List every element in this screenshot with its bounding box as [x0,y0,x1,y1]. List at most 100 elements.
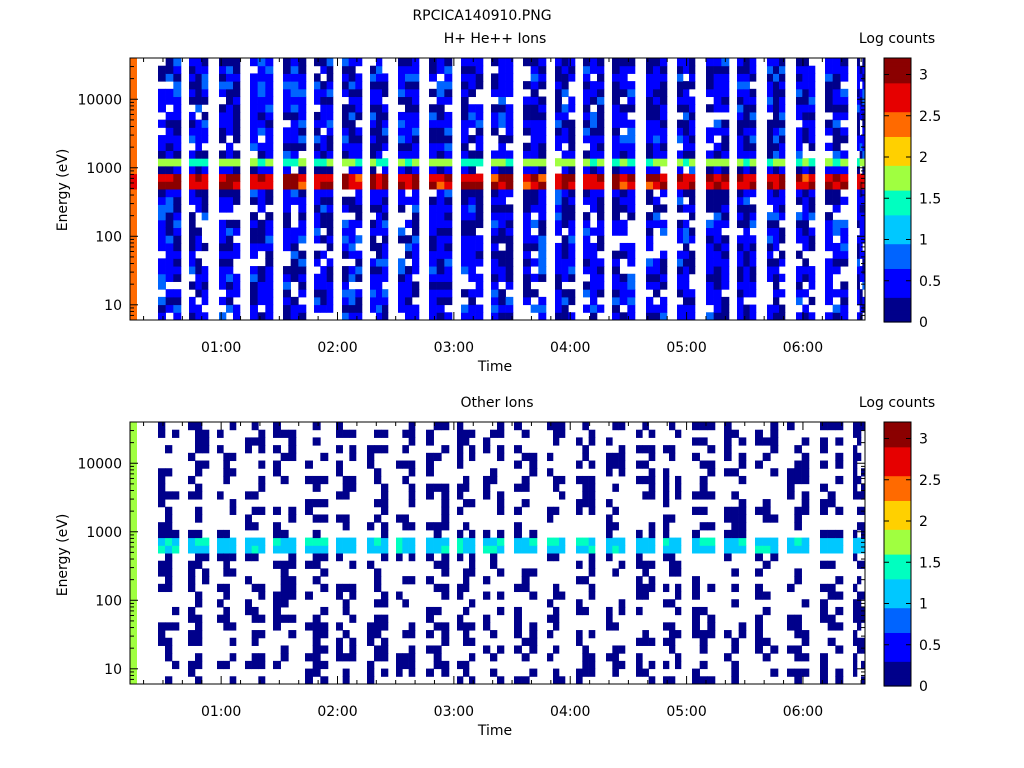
heatmap-cell [618,460,626,469]
heatmap-cell [853,614,858,623]
heatmap-cell [408,545,416,554]
heatmap-cell [669,622,676,631]
heatmap-cell [749,312,757,321]
heatmap-cell [588,591,596,600]
heatmap-cell [457,483,464,492]
heatmap-cell [555,96,562,105]
heatmap-cell [382,266,389,275]
heatmap-cell [498,58,506,67]
heatmap-cell [436,235,445,244]
heatmap-cell [202,576,210,585]
heatmap-cell [731,660,739,670]
heatmap-cell [195,304,202,313]
heatmap-cell [612,668,619,677]
heatmap-cell [490,429,498,438]
heatmap-cell [853,445,858,454]
heatmap-cell [475,258,484,267]
heatmap-cell [376,173,383,182]
heatmap-cell [583,119,591,128]
heatmap-cell [320,296,327,306]
heatmap-cell [290,296,299,306]
heatmap-cell [444,242,453,252]
heatmap-cell [195,289,202,298]
heatmap-cell [165,127,174,136]
heatmap-cell [219,127,227,136]
heatmap-cell [498,173,506,182]
heatmap-cell [801,475,810,485]
heatmap-cell [749,189,757,198]
heatmap-cell [835,506,844,515]
heatmap-cell [677,104,684,113]
heatmap-cell [721,196,730,205]
heatmap-cell [762,499,771,508]
heatmap-cell [250,181,258,190]
heatmap-cell [130,158,137,167]
heatmap-cell [382,88,389,98]
heatmap-cell [825,242,833,252]
heatmap-cell [561,273,569,282]
heatmap-cell [195,653,203,662]
heatmap-cell [463,545,470,554]
heatmap-cell [398,58,406,67]
heatmap-cell [832,266,841,275]
heatmap-cell [305,676,313,685]
heatmap-cell [646,181,654,190]
heatmap-cell [408,460,416,469]
heatmap-cell [646,150,654,159]
heatmap-cell [619,242,628,252]
heatmap-cell [773,111,780,121]
heatmap-cell [195,142,202,151]
heatmap-cell [583,65,591,74]
heatmap-cell [223,660,230,670]
heatmap-cell [290,58,299,67]
heatmap-cell [491,227,499,236]
heatmap-cell [491,212,499,221]
heatmap-cell [370,204,377,213]
heatmap-cell [706,65,714,74]
heatmap-cell [737,181,744,190]
heatmap-cell [767,165,774,175]
heatmap-cell [773,235,780,244]
heatmap-cell [483,475,491,485]
heatmap-cell [130,219,137,229]
heatmap-cell [195,58,202,67]
heatmap-cell [441,522,450,531]
heatmap-cell [669,637,676,646]
heatmap-cell [314,181,321,190]
heatmap-cell [290,173,299,182]
heatmap-cell [660,296,668,306]
heatmap-cell [173,273,182,282]
heatmap-cell [618,545,626,554]
heatmap-cell [370,304,377,313]
heatmap-cell [590,204,598,213]
heatmap-cell [130,96,137,105]
heatmap-cell [288,553,297,562]
heatmap-cell [165,173,174,182]
heatmap-cell [219,242,227,252]
heatmap-cell [195,483,203,492]
heatmap-cell [832,119,841,128]
heatmap-cell [219,250,227,259]
colorbar-segment [884,99,911,104]
heatmap-cell [426,553,434,562]
heatmap-cell [219,189,227,198]
heatmap-cell [314,81,321,90]
heatmap-cell [835,452,844,462]
heatmap-cell [320,104,327,113]
heatmap-cell [408,483,416,492]
heatmap-cell [808,135,816,144]
heatmap-cell [767,158,774,167]
heatmap-cell [861,645,866,654]
heatmap-cell [808,296,816,306]
heatmap-cell [469,637,476,646]
colorbar-tick-label: 1 [919,233,928,249]
heatmap-cell [402,660,409,670]
heatmap-cell [692,606,700,616]
heatmap-cell [273,429,281,438]
colorbar-label: Log counts [859,395,935,411]
heatmap-cell [808,111,816,121]
heatmap-cell [583,111,591,121]
heatmap-cell [862,119,866,128]
heatmap-cell [280,583,289,593]
heatmap-cell [692,622,700,631]
